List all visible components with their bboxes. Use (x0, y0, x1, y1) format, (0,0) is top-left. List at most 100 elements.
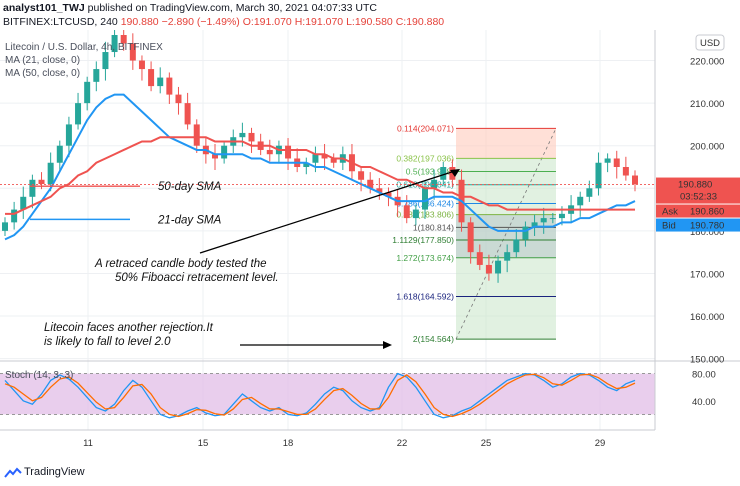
chart-legend: Litecoin / U.S. Dollar, 4h, BITFINEX MA … (5, 42, 163, 381)
time-tick-label: 25 (481, 438, 492, 449)
sma21-label: 21-day SMA (157, 214, 222, 226)
author-name[interactable]: analyst101_TWJ (3, 2, 85, 14)
bid-label: Bid (662, 221, 676, 232)
price-change: −2.890 (−1.49%) (161, 16, 240, 28)
candle (157, 77, 164, 87)
symbol-info: BITFINEX:LTCUSD, 240 190.880 −2.890 (−1.… (3, 16, 444, 28)
candle (558, 213, 565, 219)
publish-text: published on TradingView.com, March 30, … (87, 2, 377, 14)
fib-level-label: 1.272(173.674) (396, 253, 454, 263)
ma21-line (4, 93, 636, 241)
note-rejection-line1: Litecoin faces another rejection.It (44, 322, 214, 334)
fib-level-label: 1.1129(177.850) (392, 235, 454, 245)
candle (604, 158, 611, 163)
last-price: 190.880 (120, 16, 159, 28)
chart-header: analyst101_TWJ published on TradingView.… (0, 0, 740, 30)
candle (513, 239, 520, 253)
candle (184, 103, 191, 125)
grid (0, 30, 740, 430)
candle (93, 69, 100, 82)
arrow-head-icon (450, 169, 460, 177)
candle (504, 252, 511, 261)
fib-level-label: 0.382(197.036) (396, 153, 454, 163)
candle (522, 226, 529, 240)
candle (285, 145, 292, 159)
footer: TradingView (0, 460, 740, 486)
candle (358, 171, 365, 180)
time-tick-label: 29 (595, 438, 606, 449)
candle (221, 145, 228, 159)
candle (622, 167, 629, 176)
legend-stoch: Stoch (14, 3, 3) (5, 370, 73, 381)
note-rejection-line2: is likely to fall to level 2.0 (44, 336, 171, 348)
price-tick-label: 160.000 (690, 312, 724, 323)
bid-value: 190.780 (690, 221, 724, 232)
publish-info: analyst101_TWJ published on TradingView.… (3, 2, 377, 14)
candle (56, 145, 63, 163)
candle (485, 264, 492, 274)
ask-label: Ask (662, 207, 678, 218)
candle (595, 162, 602, 189)
candle (193, 124, 200, 146)
currency-box[interactable] (695, 34, 725, 51)
candle (321, 154, 328, 159)
legend-title: Litecoin / U.S. Dollar, 4h, BITFINEX (5, 42, 163, 53)
chart-series (0, 30, 655, 419)
stoch-tick-label: 80.00 (692, 370, 716, 381)
candle (129, 43, 136, 61)
candle (148, 69, 155, 87)
fib-level-label: 2(154.564) (413, 334, 454, 344)
arrow-line (199, 169, 459, 254)
bid-tag (656, 218, 740, 232)
candle (75, 103, 82, 125)
fib-level-label: 1(180.814) (413, 222, 454, 232)
candle (385, 192, 392, 197)
candle (29, 179, 36, 197)
countdown-value: 03:52:33 (680, 192, 717, 203)
candle (38, 179, 45, 185)
fib-level-label: 0.114(204.071) (397, 123, 454, 133)
sma50-label: 50-day SMA (158, 181, 222, 193)
candle (175, 94, 182, 104)
fib-zone-top (456, 128, 556, 159)
legend-ma50: MA (50, close, 0) (5, 68, 80, 79)
time-tick-label: 22 (397, 438, 408, 449)
candle (376, 188, 383, 193)
candle (239, 132, 246, 138)
candle (440, 167, 447, 180)
candle (166, 77, 173, 95)
candle (102, 52, 109, 70)
candle (403, 205, 410, 219)
symbol-label: BITFINEX:LTCUSD, 240 (3, 16, 118, 28)
candle (613, 158, 620, 167)
fib-trend-line (455, 128, 557, 340)
candle (84, 81, 91, 104)
arrow-head-icon (383, 341, 392, 349)
ask-tag (656, 204, 740, 218)
price-chart[interactable]: 0.114(204.071) 0.382(197.036) 0.5(193.938)… (0, 30, 740, 460)
candle (531, 222, 538, 227)
axes: USD220.000210.000200.000190.000180.00017… (0, 30, 740, 449)
candle (549, 218, 556, 220)
fib-level-label: 1.618(164.592) (396, 291, 454, 301)
candle (138, 60, 145, 70)
price-tick-label: 220.000 (690, 57, 724, 68)
candle (422, 188, 428, 210)
note-retrace-line2: 50% Fiboacci retracement level. (115, 272, 279, 284)
price-tick-label: 210.000 (690, 99, 724, 110)
annotations: 50-day SMA 21-day SMA A retraced candle bo… (30, 169, 460, 349)
candle (2, 222, 8, 231)
current-price-value: 190.880 (678, 180, 712, 191)
candle (330, 158, 337, 163)
currency-label: USD (700, 38, 720, 49)
brand-name: TradingView (24, 466, 85, 478)
candle (412, 209, 419, 219)
candle (586, 188, 593, 197)
fibonacci-retracement[interactable]: 0.114(204.071) 0.382(197.036) 0.5(193.938)… (392, 123, 557, 344)
time-tick-label: 18 (283, 438, 294, 449)
current-price-tag (656, 177, 740, 204)
candle (577, 196, 584, 206)
candle (212, 154, 218, 159)
ask-value: 190.860 (690, 207, 724, 218)
candle (65, 124, 72, 146)
